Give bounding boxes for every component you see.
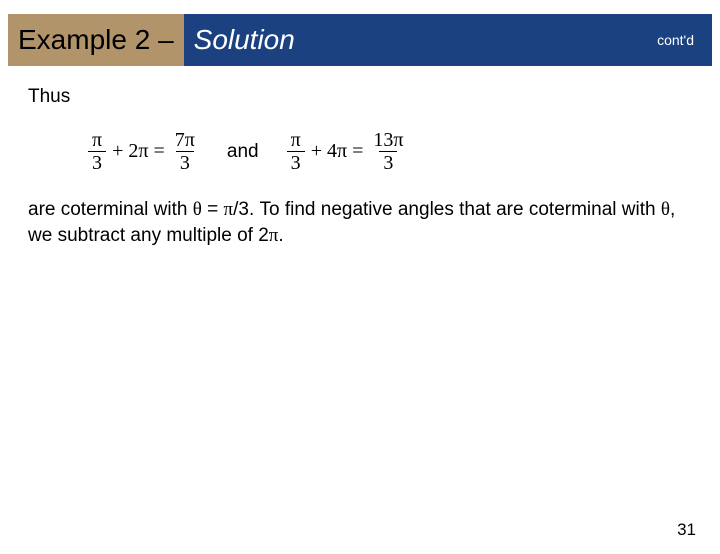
slide-content: Thus π 3 + 2π = 7π 3 and π 3 + 4π = 13π … xyxy=(0,66,720,248)
denominator: 3 xyxy=(287,151,305,173)
eq-operator: + 2π = xyxy=(112,140,165,163)
theta-symbol: θ xyxy=(193,199,202,220)
title-right: Solution cont'd xyxy=(184,14,712,66)
title-example-text: Example 2 – xyxy=(18,24,174,56)
denominator: 3 xyxy=(88,151,106,173)
pi-symbol: π xyxy=(224,199,234,220)
fraction: 13π 3 xyxy=(369,130,407,173)
para-text: /3. To find negative angles that are cot… xyxy=(233,199,661,220)
numerator: π xyxy=(287,130,305,151)
para-text: are coterminal with xyxy=(28,199,193,220)
theta-symbol: θ xyxy=(661,199,670,220)
para-text: = xyxy=(202,199,224,220)
para-text: . xyxy=(278,225,283,246)
pi-symbol: π xyxy=(269,225,279,246)
numerator: 13π xyxy=(369,130,407,151)
and-text: and xyxy=(227,141,259,163)
fraction: π 3 xyxy=(287,130,305,173)
numerator: 7π xyxy=(171,130,199,151)
denominator: 3 xyxy=(379,151,397,173)
paragraph: are coterminal with θ = π/3. To find neg… xyxy=(28,197,692,248)
page-number: 31 xyxy=(677,520,696,540)
fraction: 7π 3 xyxy=(171,130,199,173)
contd-label: cont'd xyxy=(657,32,694,48)
numerator: π xyxy=(88,130,106,151)
equation-1: π 3 + 2π = 7π 3 xyxy=(88,130,199,173)
denominator: 3 xyxy=(176,151,194,173)
equation-2: π 3 + 4π = 13π 3 xyxy=(287,130,408,173)
equation-row: π 3 + 2π = 7π 3 and π 3 + 4π = 13π 3 xyxy=(88,130,692,173)
title-solution-text: Solution xyxy=(194,24,295,56)
fraction: π 3 xyxy=(88,130,106,173)
title-bar: Example 2 – Solution cont'd xyxy=(8,14,712,66)
title-left: Example 2 – xyxy=(8,14,184,66)
eq-operator: + 4π = xyxy=(311,140,364,163)
thus-text: Thus xyxy=(28,86,692,108)
